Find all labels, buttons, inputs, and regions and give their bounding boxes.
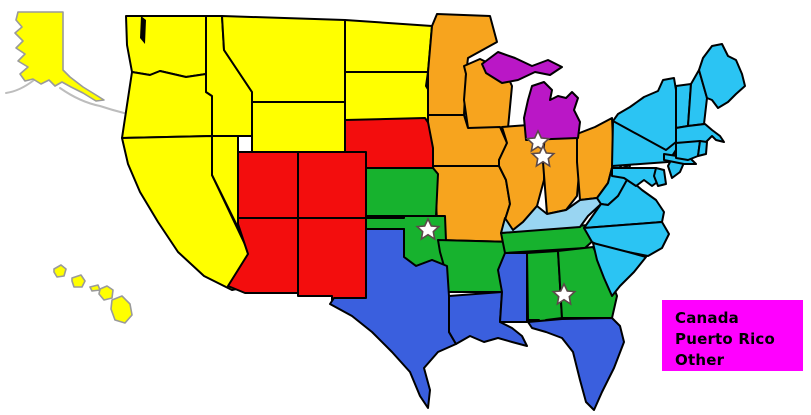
state-ct[interactable] — [675, 140, 701, 161]
state-wy[interactable] — [251, 101, 346, 153]
state-nd[interactable] — [344, 19, 433, 73]
alaska-aleutians-coastline — [5, 79, 125, 114]
state-mi[interactable] — [481, 51, 581, 141]
state-ak[interactable] — [14, 11, 105, 102]
state-de[interactable] — [653, 167, 667, 187]
state-hi[interactable] — [53, 264, 133, 324]
state-ri[interactable] — [697, 140, 708, 157]
state-ms[interactable] — [497, 252, 528, 323]
legend: Canada Puerto Rico Other — [662, 300, 803, 371]
state-co[interactable] — [297, 151, 367, 219]
state-sc[interactable] — [592, 242, 647, 297]
state-ks[interactable] — [365, 167, 439, 217]
legend-item-puerto-rico: Puerto Rico — [675, 330, 776, 348]
state-or[interactable] — [121, 70, 213, 139]
state-wa[interactable] — [125, 15, 207, 78]
state-nm[interactable] — [297, 217, 367, 301]
state-ky[interactable] — [500, 197, 602, 234]
alaska-hawaii-group — [5, 11, 133, 324]
state-fl[interactable] — [527, 317, 625, 411]
state-sd[interactable] — [344, 71, 433, 121]
state-tx[interactable] — [329, 228, 457, 409]
legend-item-other: Other — [675, 351, 725, 369]
state-in[interactable] — [542, 129, 581, 215]
state-me[interactable] — [698, 43, 746, 109]
puget-sound-mark — [140, 16, 146, 44]
legend-item-canada: Canada — [675, 309, 739, 327]
state-al[interactable] — [526, 250, 563, 329]
